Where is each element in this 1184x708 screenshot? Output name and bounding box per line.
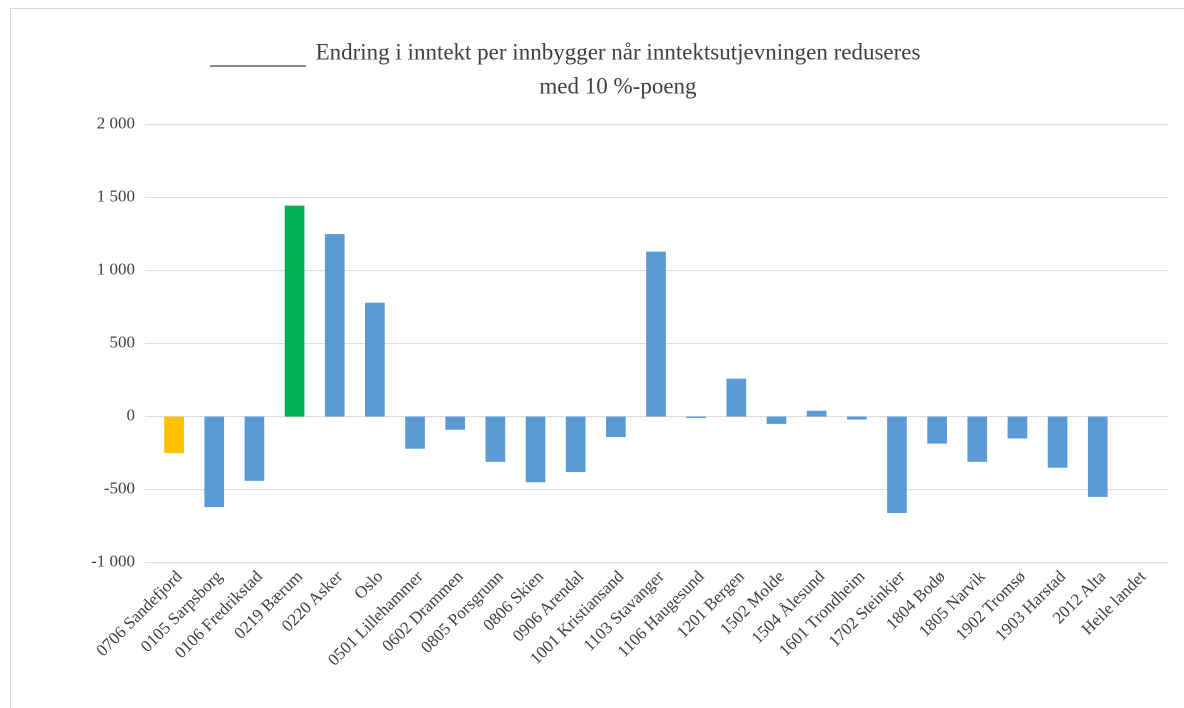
bar	[686, 416, 706, 419]
y-tick-label: -1 000	[91, 552, 135, 571]
bar	[806, 410, 827, 417]
bar	[1047, 416, 1068, 468]
y-tick-label: 1 000	[97, 260, 135, 279]
bar	[525, 416, 546, 483]
bar	[1007, 416, 1028, 439]
bar	[967, 416, 988, 462]
chart-frame	[10, 8, 1184, 708]
y-tick-label: 500	[110, 333, 136, 352]
bar	[204, 416, 225, 508]
x-tick-label: Oslo	[350, 567, 386, 603]
chart-title: Endring i inntekt per innbygger når innt…	[316, 39, 921, 64]
bar	[887, 416, 907, 513]
y-tick-label: 0	[127, 406, 136, 425]
bar	[485, 416, 506, 462]
bar	[927, 416, 947, 444]
bar	[1087, 416, 1108, 497]
bar	[365, 302, 385, 417]
bar	[324, 234, 345, 417]
y-tick-label: 1 500	[97, 187, 135, 206]
bar	[445, 416, 466, 430]
bar	[565, 416, 586, 473]
bar	[766, 416, 787, 424]
y-tick-label: 2 000	[97, 114, 135, 133]
chart-title: med 10 %-poeng	[539, 73, 697, 98]
bar	[846, 416, 867, 420]
bar	[164, 416, 184, 454]
bar	[726, 378, 747, 417]
bar	[284, 205, 305, 417]
bar	[606, 416, 626, 438]
bar	[244, 416, 265, 481]
y-tick-label: -500	[104, 479, 135, 498]
bar	[646, 251, 666, 417]
bar	[405, 416, 425, 449]
